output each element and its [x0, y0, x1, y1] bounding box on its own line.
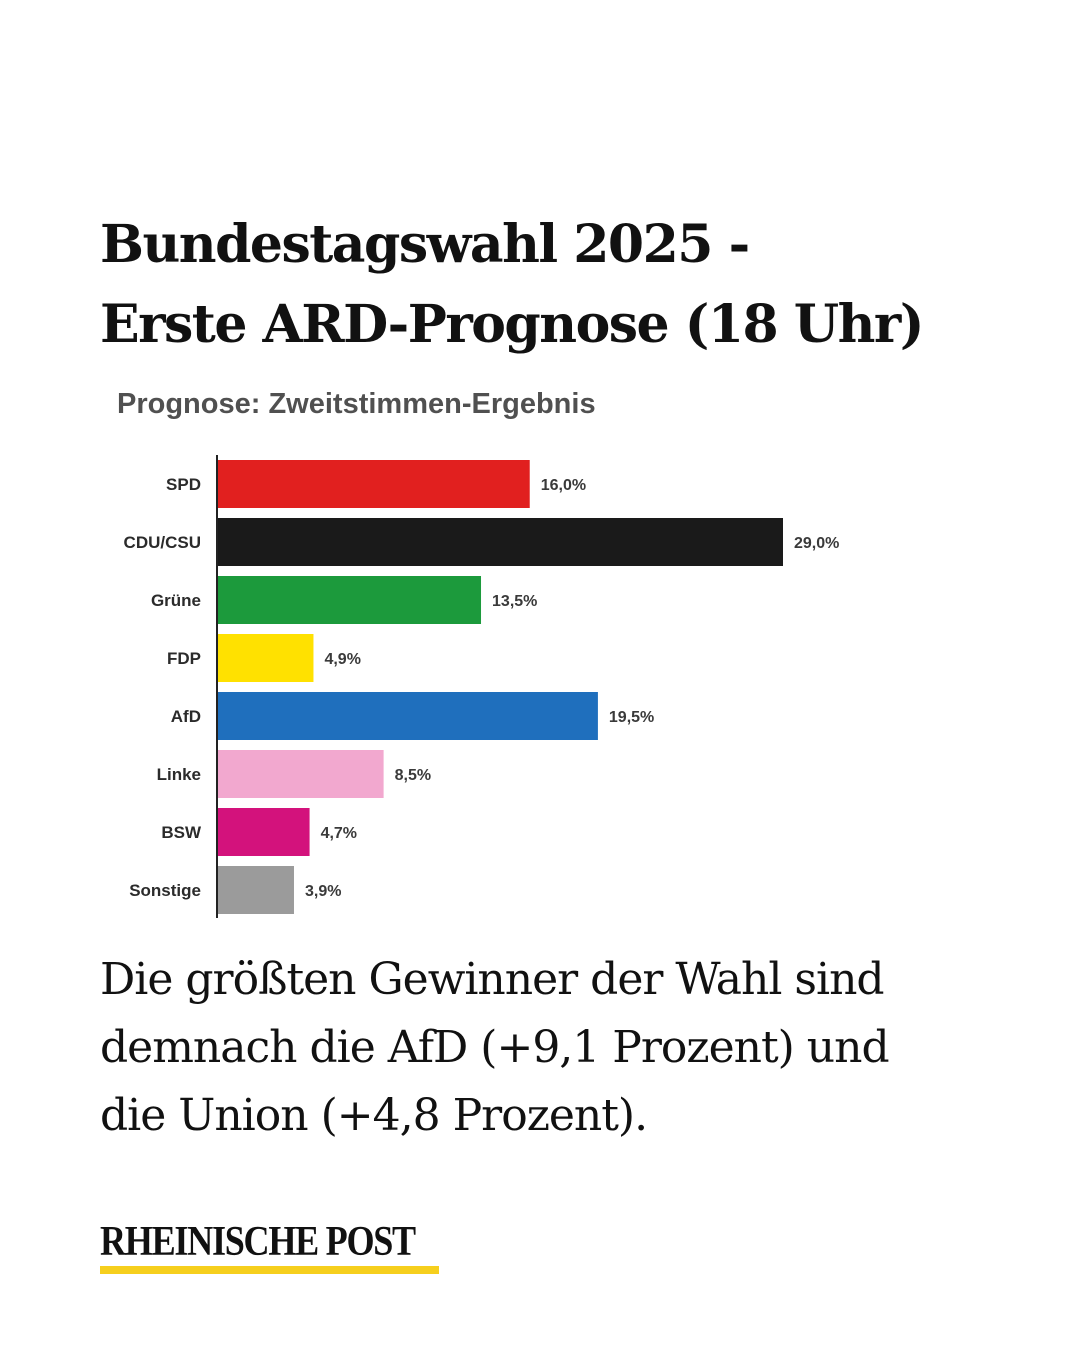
headline-line-1: Bundestagswahl 2025 -	[100, 214, 750, 275]
value-label-linke: 8,5%	[395, 767, 431, 784]
bar-chart: SPD 16,0% CDU/CSU 29,0% Grüne 13,5% FDP 4,9% AfD…	[124, 455, 839, 918]
brand-logo: RHEINISCHE POST	[100, 1219, 416, 1265]
value-label-cdu-csu: 29,0%	[794, 535, 839, 552]
brand-underline	[100, 1266, 439, 1274]
category-label-afd: AfD	[171, 707, 201, 726]
bar-bsw	[218, 808, 310, 856]
bar-afd	[218, 692, 598, 740]
chart-title: Prognose: Zweitstimmen-Ergebnis	[117, 388, 596, 420]
category-label-linke: Linke	[157, 765, 201, 784]
headline: Bundestagswahl 2025 - Erste ARD-Prognose…	[100, 205, 1000, 365]
value-label-spd: 16,0%	[541, 477, 586, 494]
body-text: Die größten Gewinner der Wahl sind demna…	[100, 946, 1000, 1150]
bar-gr-ne	[218, 576, 482, 624]
bar-spd	[218, 460, 530, 508]
value-label-afd: 19,5%	[609, 709, 654, 726]
category-label-gr-ne: Grüne	[151, 591, 201, 610]
category-label-fdp: FDP	[167, 649, 201, 668]
bar-sonstige	[218, 866, 294, 914]
value-label-bsw: 4,7%	[321, 825, 357, 842]
category-label-bsw: BSW	[161, 823, 202, 842]
category-label-sonstige: Sonstige	[129, 881, 201, 900]
category-label-spd: SPD	[166, 475, 201, 494]
bar-fdp	[218, 634, 314, 682]
category-label-cdu-csu: CDU/CSU	[124, 533, 201, 552]
bar-linke	[218, 750, 384, 798]
body-line-2: demnach die AfD (+9,1 Prozent) und	[100, 1022, 890, 1073]
value-label-sonstige: 3,9%	[305, 883, 341, 900]
body-line-1: Die größten Gewinner der Wahl sind	[100, 954, 885, 1005]
value-label-fdp: 4,9%	[324, 651, 360, 668]
body-line-3: die Union (+4,8 Prozent).	[100, 1090, 648, 1141]
headline-line-2: Erste ARD-Prognose (18 Uhr)	[100, 294, 924, 355]
bar-cdu-csu	[218, 518, 783, 566]
value-label-gr-ne: 13,5%	[492, 593, 537, 610]
